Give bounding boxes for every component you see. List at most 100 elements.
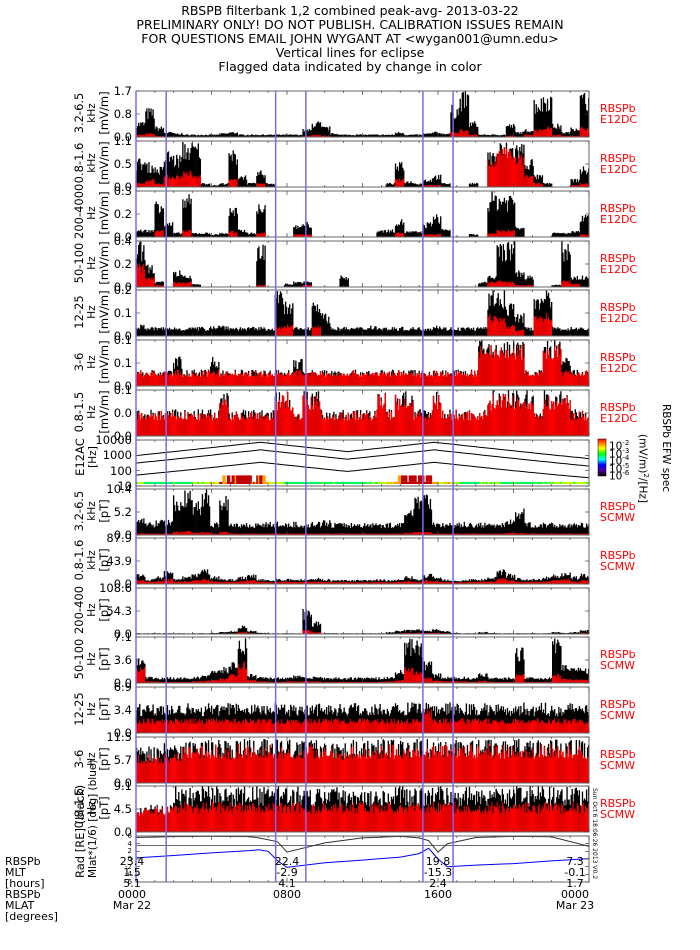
flag-bar [574,413,576,436]
peak-bar [477,183,479,187]
flag-bar [508,281,511,287]
peak-bar [152,109,154,137]
flag-bar [147,133,149,137]
flag-bar [301,234,303,237]
flag-bar [540,183,543,187]
flag-bar [573,419,575,436]
peak-bar [306,329,308,336]
peak-bar [260,170,262,187]
peak-bar [176,154,178,187]
flag-bar [261,376,263,386]
flag-bar [258,233,260,237]
flag-bar [479,357,481,386]
flag-bar [435,185,438,187]
flag-bar [523,157,525,187]
flag-bar [526,134,528,137]
flag-bar [567,372,569,386]
peak-bar [586,172,589,187]
flag-bar [344,375,346,386]
flag-bar [458,416,460,436]
peak-bar [205,232,208,237]
peak-bar [410,181,412,187]
flag-bar [279,329,282,336]
peak-bar [423,180,425,187]
flag-bar [548,130,551,137]
flag-bar [188,281,190,287]
flag-bar [544,129,547,137]
flag-bar [218,415,220,436]
peak-bar [507,126,510,137]
peak-bar [401,219,403,237]
flag-bar [175,283,177,287]
flag-bar [491,354,493,386]
peak-bar [312,127,315,137]
flag-bar [457,420,459,436]
peak-bar [261,328,263,336]
peak-bar [418,232,420,237]
flag-bar [375,372,377,386]
flag-bar [141,272,143,287]
peak-bar [328,316,330,336]
flag-bar [366,373,368,386]
peak-bar [270,329,272,336]
peak-bar [268,134,270,137]
flag-bar [320,412,323,436]
flag-bar [545,129,548,137]
peak-bar [156,127,158,137]
peak-bar [262,175,264,187]
flag-bar [298,370,300,386]
peak-bar [580,221,583,237]
flag-bar [477,370,479,386]
peak-bar [233,153,235,187]
peak-bar [215,185,217,187]
flag-bar [271,374,273,386]
peak-bar [237,135,240,137]
flag-bar [547,126,550,137]
flag-bar [224,399,226,436]
flag-bar [345,375,347,386]
flag-bar [154,232,156,237]
peak-bar [503,197,506,237]
peak-bar [269,330,271,336]
flag-bar [374,373,376,386]
flag-bar [372,372,374,386]
flag-bar [573,135,575,137]
flag-bar [229,180,231,187]
peak-bar [419,329,421,336]
flag-bar [151,134,153,137]
peak-bar [576,276,578,287]
flag-bar [171,376,174,386]
peak-bar [276,291,279,336]
flag-bar [307,285,309,287]
peak-bar [401,326,403,336]
peak-bar [240,134,243,137]
peak-bar [576,231,578,237]
peak-bar [241,232,244,237]
peak-bar [172,329,175,336]
peak-bar [190,329,192,336]
peak-bar [576,179,578,187]
peak-bar [485,327,487,336]
peak-bar [186,152,188,187]
peak-bar [528,327,530,336]
flag-bar [137,264,139,287]
flag-bar [506,328,509,336]
flag-bar [509,151,512,187]
flag-bar [564,135,566,137]
flag-bar [424,233,426,237]
flag-bar [495,316,497,336]
flag-bar [284,375,287,386]
flag-bar [472,414,475,436]
peak-bar [509,195,512,237]
peak-bar [441,229,443,237]
flag-bar [240,374,243,386]
peak-bar [151,230,153,237]
peak-bar [404,330,406,336]
peak-bar [167,329,170,336]
peak-bar [224,184,226,187]
flag-bar [188,415,190,436]
flag-bar [498,357,500,386]
peak-bar [510,244,513,287]
peak-bar [584,215,587,237]
flag-bar [510,326,513,336]
